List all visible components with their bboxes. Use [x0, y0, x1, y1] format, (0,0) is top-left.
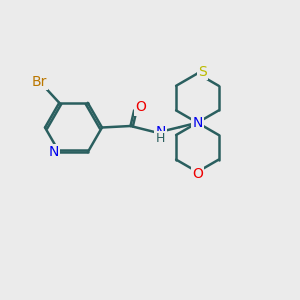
Text: S: S: [198, 65, 207, 79]
Text: O: O: [135, 100, 146, 114]
Text: Br: Br: [32, 75, 47, 89]
Text: H: H: [156, 132, 165, 145]
Text: N: N: [192, 116, 203, 130]
Text: O: O: [192, 167, 203, 181]
Text: N: N: [49, 145, 59, 159]
Text: N: N: [155, 125, 166, 139]
